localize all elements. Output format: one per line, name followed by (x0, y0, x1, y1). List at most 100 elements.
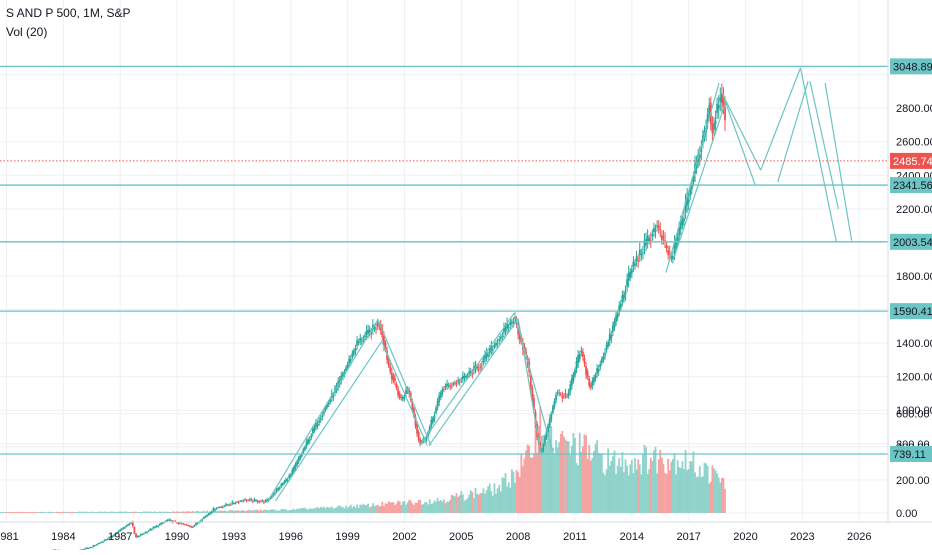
candle-body (299, 456, 301, 459)
volume-bar (233, 511, 235, 513)
volume-bar (291, 510, 293, 513)
candle-body (216, 509, 218, 510)
volume-bar (227, 511, 229, 513)
volume-bar (573, 433, 575, 513)
candle-body (227, 505, 229, 506)
volume-bar (331, 506, 333, 513)
volume-bar (404, 501, 406, 513)
volume-bar (598, 453, 600, 513)
volume-bar (435, 502, 437, 513)
candle-body (88, 548, 90, 549)
volume-bar (20, 512, 22, 513)
candle-body (651, 234, 653, 236)
volume-bar (565, 440, 567, 513)
candle-body (350, 359, 352, 361)
volume-bar (484, 494, 486, 513)
candle-body (430, 420, 432, 427)
volume-bar (263, 510, 265, 513)
candle-body (653, 228, 655, 232)
candle-body (190, 526, 192, 527)
volume-bar (497, 488, 499, 513)
volume-bar (648, 469, 650, 513)
volume-bar (320, 507, 322, 513)
volume-bar (7, 512, 9, 513)
candle-body (160, 523, 162, 524)
candle-body (568, 391, 570, 396)
trend-line (276, 341, 382, 500)
candle-body (715, 121, 717, 124)
volume-indicator-label[interactable]: Vol (20) (6, 25, 47, 39)
volume-bar (501, 477, 503, 513)
candle-body (307, 439, 309, 443)
level-label: 2341.56 (893, 180, 932, 192)
candle-body (244, 499, 246, 500)
candle-body (321, 416, 323, 417)
volume-bar (55, 512, 57, 513)
candle-body (224, 506, 226, 507)
volume-bar (506, 487, 508, 513)
volume-bar (569, 455, 571, 513)
candle-body (513, 322, 515, 323)
candle-body (288, 476, 290, 478)
volume-bar (424, 502, 426, 513)
candle-body (100, 542, 102, 543)
candle-body (222, 507, 224, 508)
candle-body (659, 229, 661, 230)
candle-body (718, 105, 720, 109)
volume-bar (74, 512, 76, 513)
candle-body (557, 393, 559, 394)
candle-body (318, 421, 320, 423)
volume-bar (239, 511, 241, 513)
time-tick-label: 1987 (108, 531, 132, 543)
candle-body (604, 353, 606, 355)
volume-bar (44, 512, 46, 513)
volume-bar (189, 511, 191, 513)
volume-bar (37, 512, 39, 513)
volume-bar (601, 453, 603, 513)
volume-bar (531, 458, 533, 513)
volume-bar (288, 510, 290, 513)
candle-body (615, 316, 617, 322)
candle-body (454, 383, 456, 384)
volume-bar (56, 512, 58, 513)
volume-bar (430, 504, 432, 513)
candle-body (317, 424, 319, 426)
candle-body (309, 439, 311, 441)
volume-bar (91, 512, 93, 513)
volume-bar (97, 512, 99, 513)
volume-bar (546, 441, 548, 513)
volume-bar (310, 509, 312, 513)
volume-bar (524, 458, 526, 513)
volume-bar (500, 491, 502, 513)
candle-body (176, 522, 178, 523)
candle-body (356, 341, 358, 346)
volume-bar (81, 512, 83, 513)
candle-body (462, 376, 464, 379)
candle-body (584, 358, 586, 363)
volume-bar (247, 510, 249, 513)
candle-body (104, 540, 106, 541)
candle-body (437, 401, 439, 407)
candle-body (280, 484, 282, 486)
price-tick-label: 2600.00 (896, 137, 932, 149)
trend-line (825, 83, 852, 241)
volume-bar (222, 511, 224, 513)
candle-body (370, 333, 372, 334)
volume-bar (520, 454, 522, 513)
candle-body (192, 527, 194, 528)
candle-body (367, 330, 369, 334)
volume-bar (134, 512, 136, 513)
volume-bar (607, 448, 609, 513)
candle-body (481, 366, 483, 367)
volume-bar (165, 512, 167, 513)
volume-bar (265, 510, 267, 513)
volume-bar (672, 459, 674, 513)
candle-body (683, 218, 685, 221)
candle-body (296, 461, 298, 465)
volume-bar (669, 471, 671, 513)
volume-bar (21, 512, 23, 513)
volume-bar (467, 498, 469, 513)
volume-bar (670, 462, 672, 513)
